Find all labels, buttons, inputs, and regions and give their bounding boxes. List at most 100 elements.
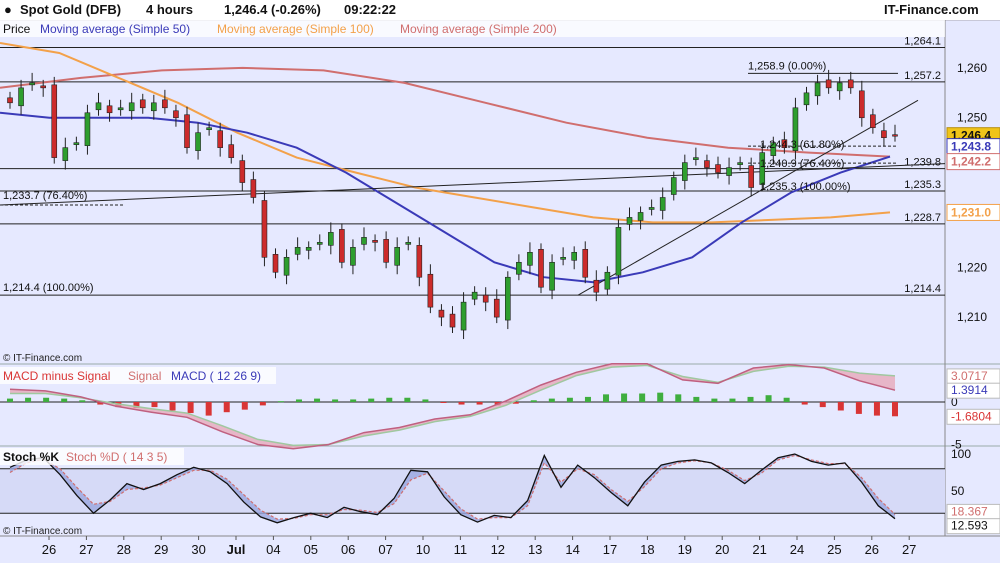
legend-macd-hist[interactable]: MACD minus Signal bbox=[3, 369, 110, 383]
macd-histogram-bar bbox=[892, 402, 898, 417]
candle-body bbox=[206, 127, 212, 131]
candle-body bbox=[438, 309, 445, 318]
candle-body bbox=[228, 144, 235, 158]
timeframe: 4 hours bbox=[146, 2, 193, 17]
price-tag bbox=[946, 153, 1000, 171]
candle-body bbox=[538, 249, 544, 288]
macd-histogram-bar bbox=[368, 398, 375, 402]
legend-ma50[interactable]: Moving average (Simple 50) bbox=[40, 22, 190, 36]
legend-macd-main[interactable]: MACD ( 12 26 9) bbox=[171, 369, 261, 383]
candle-body bbox=[549, 261, 555, 291]
candle-body bbox=[604, 271, 611, 290]
macd-histogram-bar bbox=[97, 402, 104, 405]
price-y-tick-label: 1,250 bbox=[957, 111, 987, 125]
x-tick-label: 18 bbox=[640, 542, 654, 557]
fibonacci-label: 1,233.7 (76.40%) bbox=[3, 190, 87, 202]
candle-body bbox=[95, 102, 102, 111]
candle-body bbox=[339, 229, 345, 263]
x-tick-label: 29 bbox=[154, 542, 168, 557]
stoch-legend-bg bbox=[0, 448, 184, 465]
candle-body bbox=[162, 99, 168, 109]
macd-histogram-bar bbox=[512, 402, 519, 404]
instrument-name: Spot Gold (DFB) bbox=[20, 2, 122, 17]
candle-body bbox=[239, 160, 246, 183]
trendline-rising bbox=[577, 99, 919, 296]
candle-body bbox=[117, 107, 124, 111]
legend-price[interactable]: Price bbox=[3, 22, 31, 36]
candle-body bbox=[505, 276, 511, 321]
legend-stoch-d[interactable]: Stoch %D ( 14 3 5) bbox=[66, 450, 167, 464]
candle-body bbox=[350, 247, 356, 266]
candle-body bbox=[626, 217, 633, 225]
candle-body bbox=[305, 247, 312, 251]
horizontal-level-label: 1,214.4 bbox=[904, 283, 941, 295]
x-tick-label: 04 bbox=[266, 542, 280, 557]
legend-ma200[interactable]: Moving average (Simple 200) bbox=[400, 22, 557, 36]
macd-histogram-bar bbox=[801, 402, 808, 405]
candle-body bbox=[29, 82, 35, 86]
candle-body bbox=[792, 107, 799, 151]
candle-body bbox=[593, 279, 600, 293]
candle-body bbox=[670, 177, 677, 195]
legend-ma100[interactable]: Moving average (Simple 100) bbox=[217, 22, 374, 36]
x-tick-label: 12 bbox=[491, 542, 505, 557]
candle-body bbox=[847, 79, 854, 89]
candle-body bbox=[560, 257, 566, 260]
clock-time: 09:22:22 bbox=[344, 2, 397, 17]
candle-body bbox=[615, 227, 622, 276]
candle-body bbox=[84, 112, 91, 146]
stoch-readout-label: 18.367 bbox=[951, 504, 988, 518]
macd-histogram-bar bbox=[639, 393, 646, 402]
candle-body bbox=[217, 130, 223, 148]
candle-body bbox=[316, 242, 323, 245]
horizontal-level-label: 1,228.7 bbox=[904, 212, 941, 224]
macd-histogram-bar bbox=[61, 398, 68, 402]
price-tag-label: 1,242.2 bbox=[951, 155, 991, 169]
trendline-long bbox=[0, 163, 946, 206]
macd-histogram-bar bbox=[657, 392, 664, 402]
macd-histogram-bar bbox=[675, 394, 682, 402]
candle-body bbox=[737, 162, 743, 165]
macd-histogram-bar bbox=[566, 397, 573, 402]
macd-histogram-bar bbox=[765, 395, 772, 402]
candle-body bbox=[726, 167, 732, 176]
stoch-y-tick-label: 50 bbox=[951, 484, 965, 498]
ma100-line bbox=[0, 42, 891, 224]
candle-body bbox=[272, 254, 279, 273]
price-tag-label: 1,231.0 bbox=[951, 205, 991, 219]
macd-histogram-bar bbox=[476, 402, 483, 405]
candle-body bbox=[73, 142, 80, 145]
macd-histogram-bar bbox=[25, 397, 32, 402]
macd-main-line bbox=[9, 363, 896, 450]
macd-signal-line bbox=[10, 364, 896, 447]
macd-histogram-bar bbox=[584, 396, 591, 402]
macd-panel bbox=[0, 363, 945, 450]
macd-histogram-bar bbox=[440, 402, 447, 403]
macd-histogram-bar bbox=[259, 402, 266, 406]
gold-bullet-icon: ● bbox=[4, 2, 12, 17]
candle-body bbox=[648, 207, 655, 210]
x-tick-label: 21 bbox=[752, 542, 766, 557]
x-tick-label: 26 bbox=[42, 542, 56, 557]
macd-histogram-bar bbox=[386, 397, 393, 402]
macd-histogram-bar bbox=[223, 402, 230, 413]
x-tick-label: 19 bbox=[678, 542, 692, 557]
price-y-tick-label: 1,210 bbox=[957, 310, 987, 324]
macd-legend-bg bbox=[0, 367, 276, 384]
macd-histogram-bar bbox=[819, 402, 826, 408]
x-tick-label: 13 bbox=[528, 542, 542, 557]
macd-y-tick-label: -5 bbox=[951, 438, 962, 452]
macd-histogram-bar bbox=[603, 394, 610, 402]
price-y-tick-label: 1,220 bbox=[957, 260, 987, 274]
macd-histogram-bar bbox=[43, 397, 50, 402]
horizontal-level-label: 1,239.8 bbox=[904, 157, 941, 169]
macd-histogram-bar bbox=[837, 402, 844, 411]
legend-stoch-k[interactable]: Stoch %K bbox=[3, 450, 59, 464]
legend-macd-signal[interactable]: Signal bbox=[128, 369, 161, 383]
candle-body bbox=[460, 301, 467, 331]
macd-readout-label: -1.6804 bbox=[951, 409, 992, 423]
candle-body bbox=[527, 252, 533, 266]
candle-body bbox=[471, 291, 478, 300]
macd-histogram-bar bbox=[7, 398, 13, 402]
